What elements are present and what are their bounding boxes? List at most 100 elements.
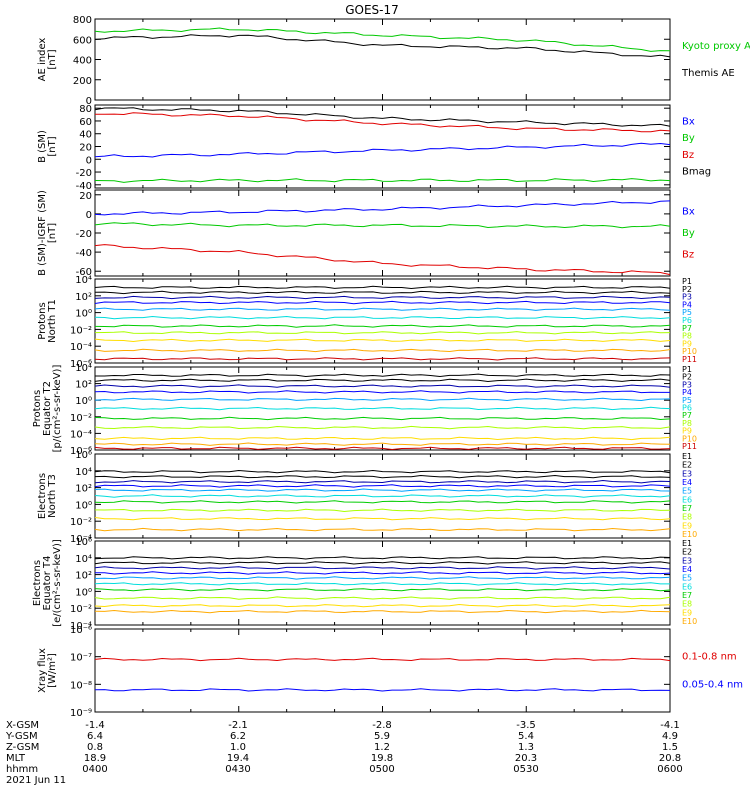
series-line (94, 603, 671, 608)
legend-entry: E9 (682, 608, 692, 617)
footer-date: 2021 Jun 11 (6, 775, 66, 786)
series-line (94, 357, 671, 361)
y-tick-label: 10⁻⁶ (70, 359, 92, 370)
legend-entry: P10 (682, 434, 697, 443)
footer-value: 20.8 (659, 753, 681, 764)
footer-value: 1.5 (662, 742, 678, 753)
footer-value: 0600 (657, 764, 682, 775)
y-axis-label: Electrons (37, 473, 48, 519)
footer-value: 0530 (513, 764, 538, 775)
legend-entry: Bx (682, 117, 695, 128)
legend-entry: By (682, 228, 695, 239)
legend-entry: E10 (682, 617, 697, 626)
series-line (94, 244, 671, 276)
y-axis-label: Equator T4 (42, 556, 53, 611)
y-tick-label: 10⁻⁶ (70, 625, 92, 636)
footer-value: -2.8 (372, 720, 392, 731)
legend-entry: E7 (682, 591, 692, 600)
footer-value: 1.0 (230, 742, 246, 753)
footer-row-label: MLT (6, 753, 26, 764)
series-line (94, 324, 671, 328)
y-tick-label: 10⁴ (75, 363, 92, 374)
series-line (94, 378, 671, 383)
legend-entry: E5 (682, 574, 692, 583)
legend-entry: E7 (682, 504, 692, 513)
legend-entry: P8 (682, 419, 692, 428)
y-axis-label: Electrons (32, 560, 43, 606)
legend-entry: P7 (682, 324, 692, 333)
y-tick-label: 10² (75, 571, 92, 582)
series-line (94, 488, 671, 492)
y-tick-label: 600 (73, 35, 92, 46)
y-tick-label: 10² (75, 292, 92, 303)
series-line (94, 338, 671, 343)
y-tick-label: -40 (76, 248, 92, 259)
panel-ae: 0 200 400 600 800 AE index [nT] Kyoto proxy AE T… (37, 15, 750, 107)
footer-value: 18.9 (84, 753, 106, 764)
panel-xray: 10⁻⁹ 10⁻⁸ 10⁻⁷ 10⁻⁶ Xray flux [W/m²] 0.1-0.8 n… (37, 625, 743, 719)
series-line (94, 200, 671, 216)
y-tick-label: 200 (73, 76, 92, 87)
y-axis-label: AE index (37, 38, 48, 82)
series-line (94, 27, 671, 52)
legend-entry: P2 (682, 373, 692, 382)
footer-row-label: hhmm (6, 764, 38, 775)
series-line (94, 315, 671, 320)
footer-value: 0500 (369, 764, 394, 775)
y-axis-label: [nT] (47, 49, 58, 69)
y-tick-label: 0 (86, 96, 92, 107)
y-tick-label: 10⁰ (75, 587, 92, 598)
legend-entry: P3 (682, 293, 692, 302)
footer-value: 1.2 (374, 742, 390, 753)
footer-value: 20.3 (515, 753, 537, 764)
y-tick-label: 10² (75, 380, 92, 391)
y-tick-label: 10⁴ (75, 554, 92, 565)
y-axis-label: North T3 (47, 474, 58, 518)
panel-bsm: -40 -20 020 40 60 80 B (SM) [nT] Bx By Bz Bmag (37, 104, 711, 192)
y-tick-label: -40 (76, 181, 92, 192)
series-line (94, 390, 670, 394)
legend-entry: E3 (682, 556, 692, 565)
series-line (94, 436, 671, 441)
legend-entry: Bmag (682, 166, 711, 177)
legend-entry: E8 (682, 600, 692, 609)
series-line (94, 331, 671, 335)
footer-value: 19.8 (371, 753, 393, 764)
y-axis-label: Protons (37, 302, 48, 339)
footer-value: 4.9 (662, 731, 678, 742)
footer-value: 5.9 (374, 731, 390, 742)
y-tick-label: 10⁻⁶ (70, 446, 92, 457)
footer-value: 5.4 (518, 731, 534, 742)
series-line (94, 508, 671, 513)
series-line (95, 373, 671, 378)
footer-value: -2.1 (228, 720, 248, 731)
series-line (94, 307, 671, 311)
y-tick-label: 10⁻⁹ (70, 708, 92, 719)
y-tick-label: 10⁰ (75, 500, 92, 511)
legend-entry: Kyoto proxy AE (682, 41, 750, 52)
series-line (94, 596, 671, 600)
legend-entry: Bz (682, 250, 694, 261)
legend-entry: P3 (682, 380, 692, 389)
legend-entry: P1 (682, 365, 692, 374)
y-tick-label: 10⁻² (70, 604, 92, 615)
y-tick-label: 10⁻² (70, 517, 92, 528)
series-line (94, 446, 671, 451)
y-tick-label: 10⁻² (70, 413, 92, 424)
series-line (94, 500, 671, 504)
y-axis-label: Protons (32, 390, 43, 427)
legend-entry: Bz (682, 150, 694, 161)
series-line (94, 295, 671, 300)
series-line (94, 582, 670, 586)
legend-entry: P5 (682, 308, 692, 317)
series-line (94, 416, 671, 421)
legend-entry: P9 (682, 427, 692, 436)
y-tick-label: 20 (79, 143, 92, 154)
y-tick-label: 10⁻⁷ (70, 653, 92, 664)
legend-entry: E4 (682, 478, 692, 487)
series-line (94, 107, 671, 127)
series-line (94, 494, 671, 498)
series-line (94, 527, 671, 532)
y-tick-label: 800 (73, 15, 92, 26)
y-axis-label: Equator T2 (42, 381, 53, 436)
